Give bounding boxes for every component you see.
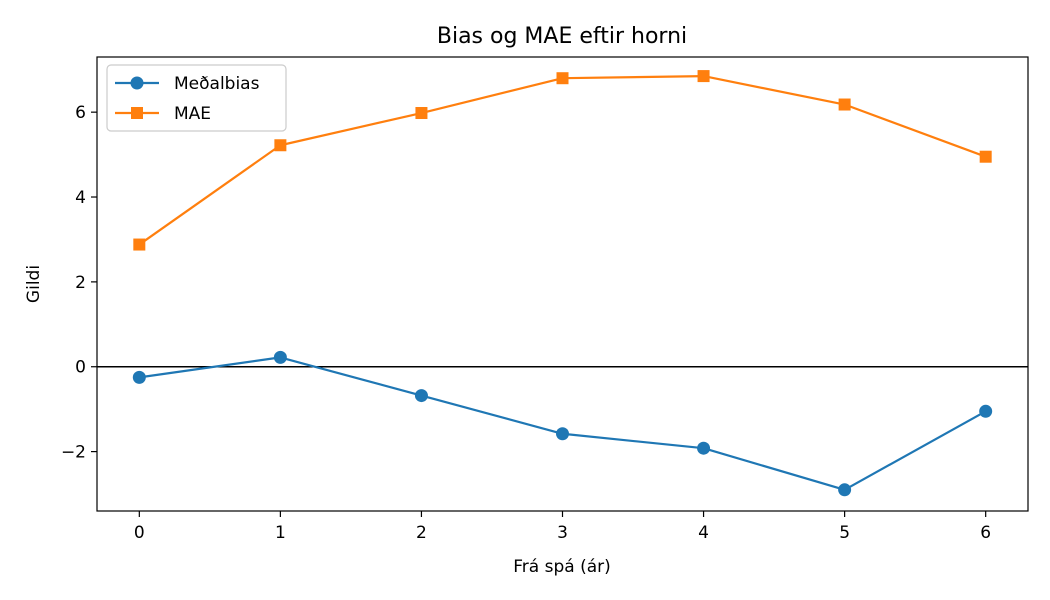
data-point bbox=[414, 389, 428, 403]
x-tick-label: 5 bbox=[839, 523, 850, 543]
series-line bbox=[139, 356, 987, 491]
y-tick-label: 0 bbox=[75, 358, 86, 378]
x-tick-label: 2 bbox=[416, 523, 427, 543]
series-0 bbox=[132, 350, 993, 497]
x-tick-label: 0 bbox=[134, 523, 145, 543]
x-tick-label: 6 bbox=[980, 523, 991, 543]
data-point bbox=[556, 427, 569, 441]
y-tick-label: 4 bbox=[75, 188, 86, 208]
plot-area: 0 1 2 3 4 5 6 −2 0 2 4 6 bbox=[61, 56, 1029, 543]
x-tick-label: 1 bbox=[275, 523, 286, 543]
x-tick-label: 3 bbox=[557, 523, 568, 543]
y-tick-label: 2 bbox=[75, 273, 86, 293]
legend-marker bbox=[130, 76, 144, 90]
data-point bbox=[415, 107, 428, 120]
data-point bbox=[274, 139, 287, 152]
data-point bbox=[979, 150, 992, 163]
x-axis-label: Frá spá (ár) bbox=[513, 557, 611, 577]
legend-label: MAE bbox=[174, 104, 211, 124]
y-tick-label: 6 bbox=[75, 103, 86, 123]
data-point bbox=[979, 404, 993, 418]
data-point bbox=[697, 70, 710, 83]
data-point bbox=[838, 98, 851, 111]
data-point bbox=[133, 238, 146, 251]
legend: Meðalbias MAE bbox=[106, 64, 287, 132]
legend-marker bbox=[131, 107, 143, 119]
data-point bbox=[838, 483, 852, 497]
series-1 bbox=[133, 70, 992, 251]
y-tick-label: −2 bbox=[61, 443, 86, 463]
legend-box bbox=[106, 64, 287, 132]
data-point bbox=[697, 441, 711, 455]
data-point bbox=[273, 350, 287, 364]
data-point bbox=[132, 370, 146, 384]
chart-title: Bias og MAE eftir horni bbox=[437, 24, 687, 49]
data-point bbox=[556, 72, 569, 85]
legend-label: Meðalbias bbox=[174, 74, 260, 94]
y-axis-label: Gildi bbox=[24, 265, 44, 303]
x-tick-label: 4 bbox=[698, 523, 709, 543]
